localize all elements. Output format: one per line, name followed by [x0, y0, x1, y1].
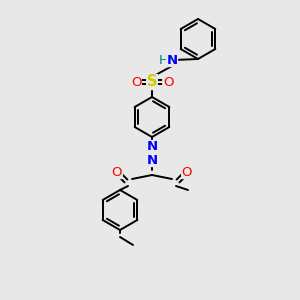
Text: N: N	[146, 154, 158, 166]
Text: S: S	[147, 74, 157, 89]
Text: N: N	[167, 53, 178, 67]
Text: O: O	[131, 76, 141, 88]
Text: O: O	[182, 166, 192, 178]
Text: N: N	[146, 140, 158, 154]
Text: H: H	[159, 53, 169, 67]
Text: O: O	[112, 166, 122, 178]
Text: O: O	[163, 76, 173, 88]
